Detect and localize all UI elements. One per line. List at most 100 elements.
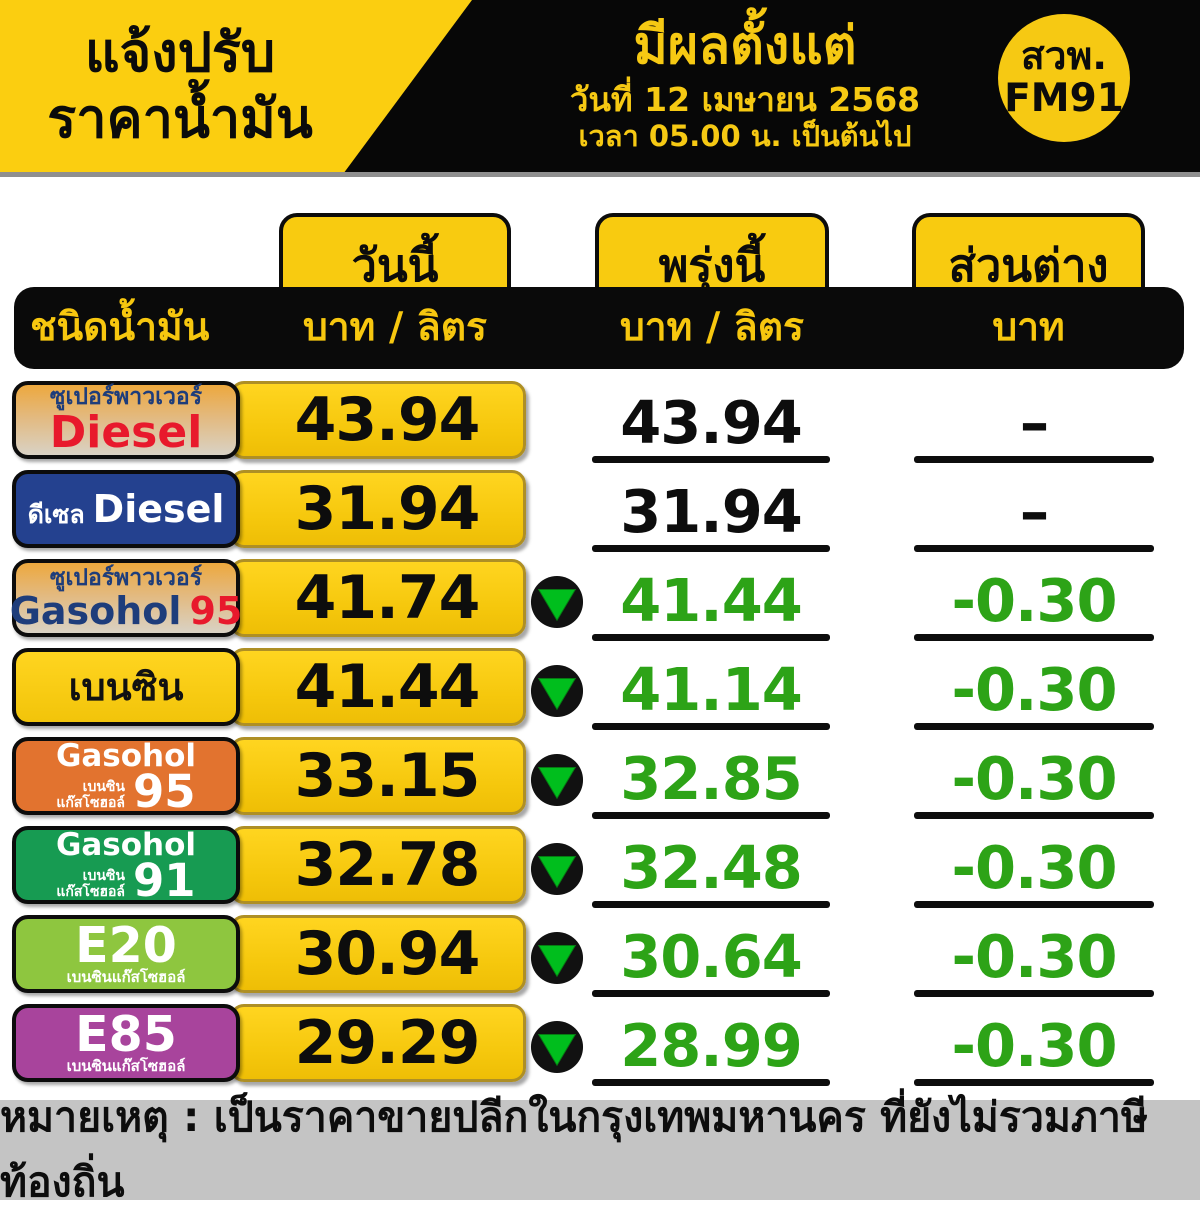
fuel-label-text: Gasohol [9,589,182,634]
price-today-value: 31.94 [294,474,481,544]
price-today-bar: 31.94 [230,470,526,548]
fuel-label: ดีเซล Diesel [12,470,240,548]
price-tomorrow-value: 32.48 [620,832,803,902]
price-tomorrow-cell: 41.14 [530,648,850,730]
price-today-value: 41.44 [294,652,481,722]
fuel-label-line: เบนซิน แก๊สโซฮอล์ 95 [56,769,195,814]
price-today-bar: 33.15 [230,737,526,815]
price-difference-cell: -0.30 [902,1004,1164,1086]
fuel-label-text: Diesel [92,487,225,531]
price-difference-value: -0.30 [951,921,1117,991]
price-difference-value: -0.30 [951,1010,1117,1080]
price-today-bar: 30.94 [230,915,526,993]
fuel-label-text: Gasohol [55,826,197,863]
price-difference-value: -0.30 [951,832,1117,902]
fuel-label-line: Gasohol [55,826,197,863]
column-label-fuel-type: ชนิดน้ำมัน [30,305,210,350]
difference-underline [914,990,1154,997]
price-today-value: 32.78 [294,830,481,900]
price-down-arrow-icon [530,1020,584,1074]
price-down-arrow-icon [530,664,584,718]
fuel-label-text: ดีเซล [27,499,85,529]
price-difference-value: -0.30 [951,743,1117,813]
price-tomorrow-cell: 32.85 [530,737,850,819]
fuel-row: 30.94 E20 เบนซินแก๊สโซฮอล์ 30.64 -0.30 [12,915,1188,997]
fuel-row: 43.94 ซูเปอร์พาวเวอร์ Diesel 43.94 – [12,381,1188,463]
fuel-row: 32.78 Gasohol เบนซิน แก๊สโซฮอล์ 91 32.48 -… [12,826,1188,908]
fuel-label-line: E85 [75,1005,177,1063]
price-tomorrow-value: 32.85 [620,743,803,813]
price-tomorrow-value: 28.99 [620,1010,803,1080]
column-unit-tomorrow: บาท / ลิตร [620,305,804,350]
price-tomorrow-cell: 31.94 [530,470,850,552]
fuel-row: 41.44 เบนซิน 41.14 -0.30 [12,648,1188,730]
fuel-label-text: E85 [75,1005,177,1063]
fuel-label: ซูเปอร์พาวเวอร์ Gasohol 95 [9,559,243,637]
price-difference-cell: – [902,470,1164,552]
fuel-row: 33.15 Gasohol เบนซิน แก๊สโซฮอล์ 95 32.85 -… [12,737,1188,819]
price-difference-value: -0.30 [951,565,1117,635]
price-tomorrow-cell: 30.64 [530,915,850,997]
fuel-label-text: เบนซิน [68,665,184,709]
difference-underline [914,634,1154,641]
fuel-label-text: เบนซินแก๊สโซฮอล์ [66,968,186,987]
price-difference-cell: -0.30 [902,648,1164,730]
fuel-label-line: เบนซินแก๊สโซฮอล์ [67,970,186,985]
tomorrow-underline [592,1079,830,1086]
price-down-arrow-icon [530,575,584,629]
fuel-label-line: ซูเปอร์พาวเวอร์ [50,565,202,591]
price-difference-value: – [1019,476,1050,546]
fuel-label-line: Diesel [50,411,203,455]
column-unit-today: บาท / ลิตร [303,305,487,350]
fuel-label-line: ดีเซล Diesel [28,490,225,528]
price-today-bar: 41.74 [230,559,526,637]
fuel-label: Gasohol เบนซิน แก๊สโซฮอล์ 95 [12,737,240,815]
tomorrow-underline [592,456,830,463]
page-title-line2: ราคาน้ำมัน [47,87,313,150]
price-today-bar: 32.78 [230,826,526,904]
header-divider [0,172,1200,177]
price-today-value: 33.15 [294,741,481,811]
fuel-label-text: Diesel [49,407,203,459]
price-difference-cell: – [902,381,1164,463]
price-today-bar: 29.29 [230,1004,526,1082]
price-difference-cell: -0.30 [902,737,1164,819]
fuel-label-text: Gasohol [55,737,197,774]
price-down-arrow-icon [530,842,584,896]
tomorrow-underline [592,634,830,641]
station-logo-badge: สวพ. FM91 [998,14,1130,142]
fuel-price-rows: 43.94 ซูเปอร์พาวเวอร์ Diesel 43.94 – 31.9… [9,381,1188,1086]
price-tomorrow-cell: 32.48 [530,826,850,908]
fuel-label: ซูเปอร์พาวเวอร์ Diesel [12,381,240,459]
fuel-label-line: ซูเปอร์พาวเวอร์ [50,384,202,410]
price-difference-value: -0.30 [951,654,1117,724]
fuel-label-text: เบนซิน แก๊สโซฮอล์ [56,867,125,901]
fuel-label-line: เบนซิน แก๊สโซฮอล์ 91 [56,853,196,907]
price-difference-cell: -0.30 [902,559,1164,641]
footer-note: หมายเหตุ : เป็นราคาขายปลีกในกรุงเทพมหานค… [0,1093,1148,1206]
station-name: สวพ. [1020,33,1108,79]
price-today-value: 41.74 [294,563,481,633]
price-tomorrow-cell: 28.99 [530,1004,850,1086]
fuel-row: 31.94 ดีเซล Diesel 31.94 – [12,470,1188,552]
column-unit-difference: บาท [992,305,1065,350]
fuel-label-text: 95 [189,589,243,634]
fuel-row: 41.74 ซูเปอร์พาวเวอร์ Gasohol 95 41.44 -0.… [9,559,1188,641]
header-title-panel: แจ้งปรับ ราคาน้ำมัน [0,0,472,172]
price-down-arrow-icon [530,931,584,985]
fuel-label: Gasohol เบนซิน แก๊สโซฮอล์ 91 [12,826,240,904]
price-tomorrow-value: 30.64 [620,921,803,991]
price-tomorrow-cell: 41.44 [530,559,850,641]
column-header-bar [14,287,1184,369]
difference-underline [914,1079,1154,1086]
difference-underline [914,812,1154,819]
tomorrow-underline [592,990,830,997]
footer-note-bar: หมายเหตุ : เป็นราคาขายปลีกในกรุงเทพมหานค… [0,1093,1200,1206]
fuel-label-text: เบนซินแก๊สโซฮอล์ [66,1057,186,1076]
price-down-arrow-icon [530,753,584,807]
fuel-label-text: 91 [132,853,196,907]
fuel-label: E20 เบนซินแก๊สโซฮอล์ [12,915,240,993]
price-tomorrow-cell: 43.94 [530,381,850,463]
fuel-row: 29.29 E85 เบนซินแก๊สโซฮอล์ 28.99 -0.30 [12,1004,1188,1086]
